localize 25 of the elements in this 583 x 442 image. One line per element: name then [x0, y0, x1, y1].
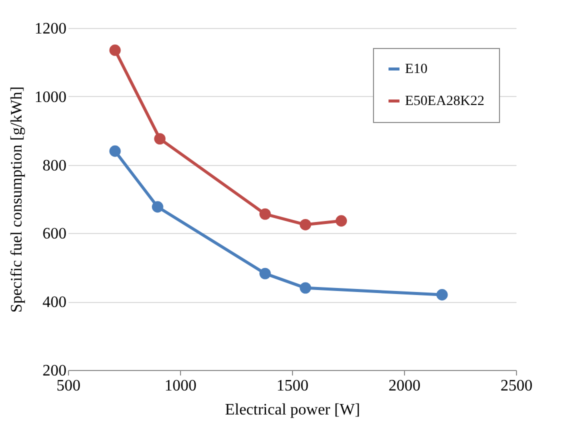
point: [259, 268, 271, 280]
y-tick-label: 600: [42, 226, 66, 243]
y-tick-label: 800: [42, 157, 66, 174]
x-tick-label: 1000: [164, 378, 196, 394]
y-tick-label: 1000: [34, 88, 66, 106]
point: [336, 215, 347, 227]
point: [154, 133, 166, 144]
x-tick-label: 2500: [500, 378, 532, 394]
y-tick-label: 200: [42, 362, 66, 380]
point: [152, 201, 164, 213]
x-tick-label: 500: [56, 378, 80, 394]
point: [109, 44, 121, 56]
point: [300, 282, 312, 294]
point: [259, 208, 271, 220]
y-tick-label: 1200: [34, 20, 66, 38]
legend-label: E50EA28K22: [405, 94, 484, 109]
point: [300, 218, 312, 230]
y-axis-title: Specific fuel consumption [g/kWh]: [8, 86, 26, 313]
point: [109, 145, 121, 157]
x-tick-label: 2000: [388, 378, 420, 394]
y-tick-label: 400: [42, 294, 66, 312]
point: [436, 289, 448, 300]
legend-label: E10: [405, 62, 428, 77]
x-axis-title: Electrical power [W]: [224, 402, 360, 418]
x-tick-label: 1500: [276, 378, 308, 394]
